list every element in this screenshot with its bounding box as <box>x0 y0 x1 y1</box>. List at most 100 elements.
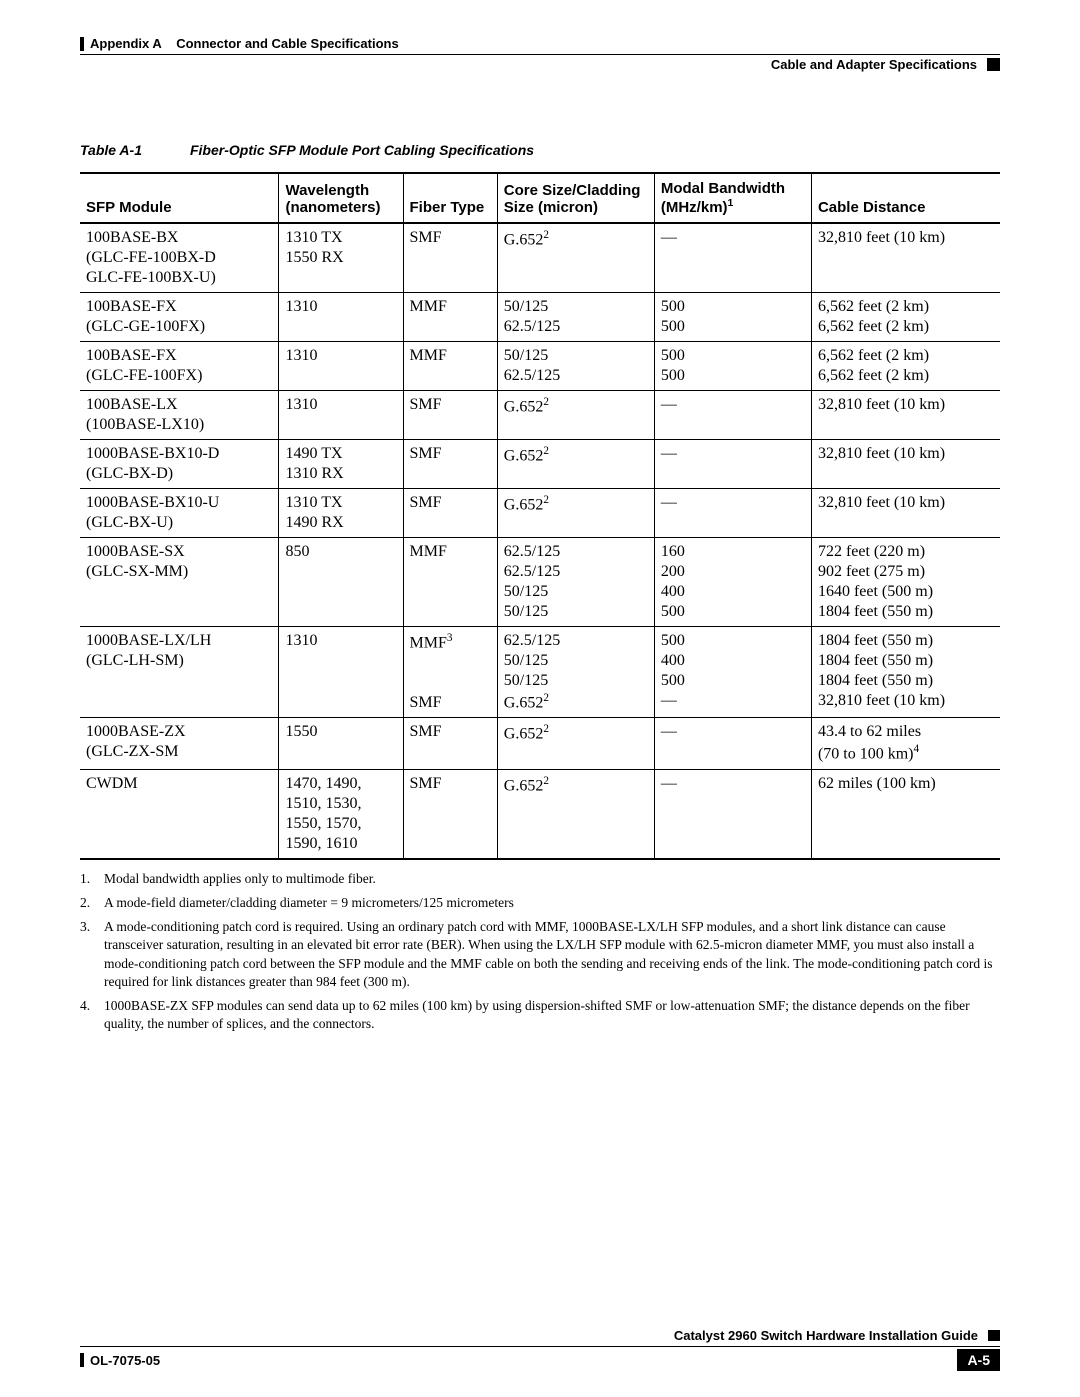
table-cell: MMF3SMF <box>403 627 497 718</box>
footnote: 4.1000BASE-ZX SFP modules can send data … <box>80 997 1000 1033</box>
table-cell: SMF <box>403 391 497 440</box>
header-rule <box>80 54 1000 55</box>
header-bar-icon <box>80 37 84 51</box>
table-cell: 850 <box>279 538 403 627</box>
sfp-spec-table: SFP Module Wavelength(nanometers) Fiber … <box>80 172 1000 860</box>
table-cell: 500500 <box>654 293 811 342</box>
table-row: CWDM1470, 1490,1510, 1530,1550, 1570,159… <box>80 769 1000 859</box>
table-cell: — <box>654 223 811 293</box>
th-cable-distance: Cable Distance <box>811 173 1000 223</box>
table-cell: — <box>654 718 811 769</box>
table-cell: MMF <box>403 293 497 342</box>
page-number: A-5 <box>957 1349 1000 1371</box>
table-caption: Table A-1Fiber-Optic SFP Module Port Cab… <box>80 142 1000 158</box>
table-cell: 100BASE-FX(GLC-GE-100FX) <box>80 293 279 342</box>
table-cell: SMF <box>403 718 497 769</box>
table-cell: 1310 <box>279 342 403 391</box>
table-cell: 50/12562.5/125 <box>497 342 654 391</box>
table-cell: 1310 TX1550 RX <box>279 223 403 293</box>
table-row: 1000BASE-BX10-D(GLC-BX-D)1490 TX1310 RXS… <box>80 440 1000 489</box>
footer-left-bar-icon <box>80 1353 84 1367</box>
footer-guide-title: Catalyst 2960 Switch Hardware Installati… <box>674 1328 978 1343</box>
table-cell: G.6522 <box>497 223 654 293</box>
table-cell: 1310 <box>279 293 403 342</box>
footnote-text: A mode-field diameter/cladding diameter … <box>104 894 514 912</box>
table-row: 100BASE-LX(100BASE-LX10)1310SMFG.6522—32… <box>80 391 1000 440</box>
table-cell: — <box>654 769 811 859</box>
footnote-number: 2. <box>80 894 104 912</box>
table-row: 1000BASE-SX(GLC-SX-MM)850MMF62.5/12562.5… <box>80 538 1000 627</box>
table-cell: 100BASE-LX(100BASE-LX10) <box>80 391 279 440</box>
table-row: 100BASE-FX(GLC-FE-100FX)1310MMF50/12562.… <box>80 342 1000 391</box>
doc-id: OL-7075-05 <box>90 1353 160 1368</box>
table-cell: 1310 <box>279 627 403 718</box>
table-cell: 62.5/12562.5/12550/12550/125 <box>497 538 654 627</box>
table-row: 1000BASE-BX10-U(GLC-BX-U)1310 TX1490 RXS… <box>80 489 1000 538</box>
table-cell: 62 miles (100 km) <box>811 769 1000 859</box>
footnote-number: 4. <box>80 997 104 1033</box>
page-footer: Catalyst 2960 Switch Hardware Installati… <box>80 1328 1000 1371</box>
table-cell: 1000BASE-SX(GLC-SX-MM) <box>80 538 279 627</box>
th-core-size: Core Size/CladdingSize (micron) <box>497 173 654 223</box>
table-body: 100BASE-BX(GLC-FE-100BX-DGLC-FE-100BX-U)… <box>80 223 1000 859</box>
table-cell: 32,810 feet (10 km) <box>811 391 1000 440</box>
table-cell: 1000BASE-LX/LH(GLC-LH-SM) <box>80 627 279 718</box>
footnote: 2.A mode-field diameter/cladding diamete… <box>80 894 1000 912</box>
table-cell: 160200400500 <box>654 538 811 627</box>
table-cell: SMF <box>403 489 497 538</box>
page-header: Appendix A Connector and Cable Specifica… <box>80 36 1000 51</box>
table-cell: 100BASE-BX(GLC-FE-100BX-DGLC-FE-100BX-U) <box>80 223 279 293</box>
table-cell: MMF <box>403 342 497 391</box>
table-cell: 500500 <box>654 342 811 391</box>
footnote-text: 1000BASE-ZX SFP modules can send data up… <box>104 997 1000 1033</box>
appendix-label: Appendix A Connector and Cable Specifica… <box>90 36 399 51</box>
table-cell: 50/12562.5/125 <box>497 293 654 342</box>
table-cell: — <box>654 440 811 489</box>
table-cell: 6,562 feet (2 km)6,562 feet (2 km) <box>811 342 1000 391</box>
table-cell: SMF <box>403 769 497 859</box>
table-cell: G.6522 <box>497 440 654 489</box>
table-row: 1000BASE-LX/LH(GLC-LH-SM)1310MMF3SMF62.5… <box>80 627 1000 718</box>
table-row: 100BASE-BX(GLC-FE-100BX-DGLC-FE-100BX-U)… <box>80 223 1000 293</box>
table-cell: 43.4 to 62 miles(70 to 100 km)4 <box>811 718 1000 769</box>
table-row: 1000BASE-ZX(GLC-ZX-SM1550SMFG.6522—43.4 … <box>80 718 1000 769</box>
table-cell: 1550 <box>279 718 403 769</box>
footer-rule <box>80 1346 1000 1347</box>
table-cell: 1490 TX1310 RX <box>279 440 403 489</box>
table-cell: — <box>654 489 811 538</box>
table-cell: — <box>654 391 811 440</box>
table-cell: 1000BASE-BX10-U(GLC-BX-U) <box>80 489 279 538</box>
footnote-number: 1. <box>80 870 104 888</box>
table-row: 100BASE-FX(GLC-GE-100FX)1310MMF50/12562.… <box>80 293 1000 342</box>
table-cell: G.6522 <box>497 391 654 440</box>
table-cell: 1000BASE-ZX(GLC-ZX-SM <box>80 718 279 769</box>
table-cell: 1470, 1490,1510, 1530,1550, 1570,1590, 1… <box>279 769 403 859</box>
table-cell: CWDM <box>80 769 279 859</box>
footnote-text: A mode-conditioning patch cord is requir… <box>104 918 1000 991</box>
section-title: Cable and Adapter Specifications <box>771 57 977 72</box>
table-cell: SMF <box>403 440 497 489</box>
table-cell: 32,810 feet (10 km) <box>811 440 1000 489</box>
table-cell: 32,810 feet (10 km) <box>811 223 1000 293</box>
footnote-text: Modal bandwidth applies only to multimod… <box>104 870 376 888</box>
footnote-number: 3. <box>80 918 104 991</box>
section-marker-icon <box>987 58 1000 71</box>
table-cell: G.6522 <box>497 769 654 859</box>
footnote: 1.Modal bandwidth applies only to multim… <box>80 870 1000 888</box>
table-cell: 32,810 feet (10 km) <box>811 489 1000 538</box>
table-cell: 500400500— <box>654 627 811 718</box>
table-cell: MMF <box>403 538 497 627</box>
table-cell: SMF <box>403 223 497 293</box>
footnotes: 1.Modal bandwidth applies only to multim… <box>80 870 1000 1034</box>
table-cell: G.6522 <box>497 489 654 538</box>
th-sfp-module: SFP Module <box>80 173 279 223</box>
th-modal-bandwidth: Modal Bandwidth(MHz/km)1 <box>654 173 811 223</box>
footer-bar-icon <box>988 1330 1000 1341</box>
table-cell: G.6522 <box>497 718 654 769</box>
section-header: Cable and Adapter Specifications <box>80 57 1000 72</box>
table-cell: 100BASE-FX(GLC-FE-100FX) <box>80 342 279 391</box>
footnote: 3.A mode-conditioning patch cord is requ… <box>80 918 1000 991</box>
table-cell: 1310 <box>279 391 403 440</box>
th-fiber-type: Fiber Type <box>403 173 497 223</box>
table-cell: 62.5/12550/12550/125G.6522 <box>497 627 654 718</box>
